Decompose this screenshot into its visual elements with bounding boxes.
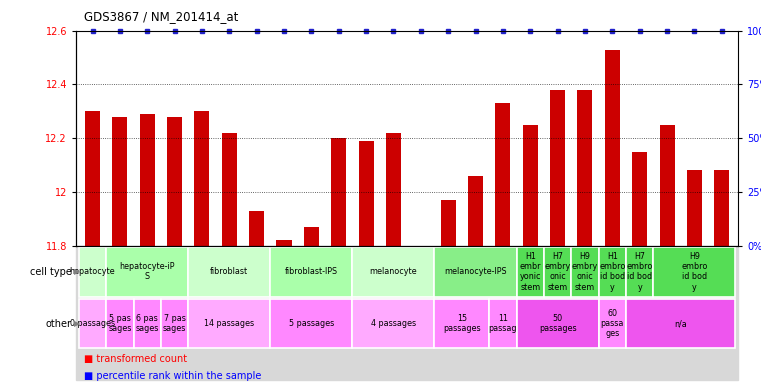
Bar — [113, 117, 127, 246]
Bar — [599, 299, 626, 348]
Bar — [107, 247, 188, 296]
Bar — [578, 90, 593, 246]
Bar — [495, 103, 511, 246]
Bar — [107, 299, 133, 348]
Bar — [270, 299, 352, 348]
Bar — [270, 247, 352, 296]
Text: hepatocyte: hepatocyte — [70, 267, 116, 276]
Bar — [572, 247, 599, 296]
Bar — [167, 117, 182, 246]
Bar — [715, 170, 729, 246]
Text: H9
embry
onic
stem: H9 embry onic stem — [572, 252, 598, 292]
Text: GDS3867 / NM_201414_at: GDS3867 / NM_201414_at — [84, 10, 238, 23]
Bar — [194, 111, 209, 246]
Bar — [386, 133, 401, 246]
Text: H1
embr
yonic
stem: H1 embr yonic stem — [520, 252, 541, 292]
Bar — [358, 141, 374, 246]
Bar — [599, 247, 626, 296]
Text: 50
passages: 50 passages — [539, 314, 576, 333]
Bar — [435, 247, 517, 296]
Text: 5 pas
sages: 5 pas sages — [108, 314, 132, 333]
Bar — [468, 176, 483, 246]
Text: other: other — [46, 318, 72, 329]
Bar — [550, 90, 565, 246]
Bar — [352, 247, 435, 296]
Bar — [304, 227, 319, 246]
Bar — [489, 299, 517, 348]
Text: 0 passages: 0 passages — [70, 319, 115, 328]
Bar — [544, 247, 572, 296]
Text: ▶: ▶ — [74, 319, 81, 328]
Bar — [441, 200, 456, 246]
Text: 14 passages: 14 passages — [204, 319, 254, 328]
Text: H9
embro
id bod
y: H9 embro id bod y — [681, 252, 708, 292]
Bar — [352, 299, 435, 348]
Text: hepatocyte-iP
S: hepatocyte-iP S — [119, 262, 175, 281]
Bar — [79, 247, 107, 296]
Text: ■ percentile rank within the sample: ■ percentile rank within the sample — [84, 371, 261, 381]
Bar — [79, 299, 107, 348]
Bar — [626, 299, 735, 348]
Text: n/a: n/a — [674, 319, 687, 328]
Bar — [276, 240, 291, 246]
Text: melanocyte: melanocyte — [370, 267, 417, 276]
Bar — [523, 125, 538, 246]
Bar — [626, 247, 654, 296]
Bar — [654, 247, 735, 296]
Text: cell type: cell type — [30, 266, 72, 277]
Bar — [517, 299, 599, 348]
Text: H7
embry
onic
stem: H7 embry onic stem — [544, 252, 571, 292]
Text: 6 pas
sages: 6 pas sages — [135, 314, 159, 333]
Bar — [605, 50, 620, 246]
Bar — [161, 299, 188, 348]
Bar — [687, 170, 702, 246]
Bar — [133, 299, 161, 348]
Text: melanocyte-IPS: melanocyte-IPS — [444, 267, 507, 276]
Text: ▶: ▶ — [74, 267, 81, 276]
Bar — [660, 125, 674, 246]
Text: H7
embro
id bod
y: H7 embro id bod y — [626, 252, 653, 292]
Bar — [85, 111, 100, 246]
Bar — [76, 246, 738, 380]
Text: 15
passages: 15 passages — [443, 314, 481, 333]
Text: 5 passages: 5 passages — [288, 319, 334, 328]
Bar — [188, 299, 270, 348]
Bar — [435, 299, 489, 348]
Bar — [413, 246, 428, 308]
Bar — [517, 247, 544, 296]
Bar — [221, 133, 237, 246]
Bar — [188, 247, 270, 296]
Text: 7 pas
sages: 7 pas sages — [163, 314, 186, 333]
Text: 4 passages: 4 passages — [371, 319, 416, 328]
Bar — [249, 211, 264, 246]
Bar — [632, 152, 647, 246]
Bar — [331, 138, 346, 246]
Text: H1
embro
id bod
y: H1 embro id bod y — [599, 252, 626, 292]
Text: fibroblast: fibroblast — [210, 267, 248, 276]
Text: 11
passag: 11 passag — [489, 314, 517, 333]
Text: fibroblast-IPS: fibroblast-IPS — [285, 267, 338, 276]
Text: ■ transformed count: ■ transformed count — [84, 354, 187, 364]
Bar — [140, 114, 154, 246]
Text: 60
passa
ges: 60 passa ges — [600, 309, 624, 338]
